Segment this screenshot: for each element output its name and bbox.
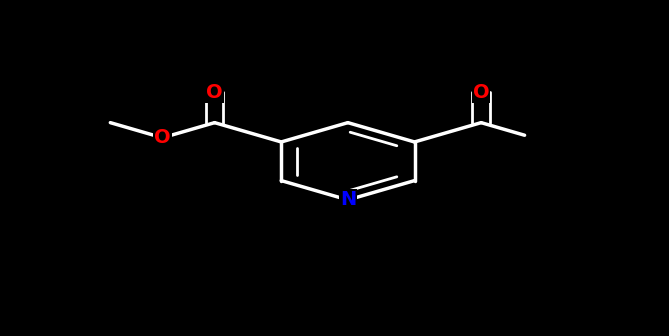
- Text: O: O: [154, 128, 171, 147]
- Text: O: O: [206, 83, 223, 102]
- Text: N: N: [340, 191, 356, 209]
- Text: O: O: [473, 83, 490, 102]
